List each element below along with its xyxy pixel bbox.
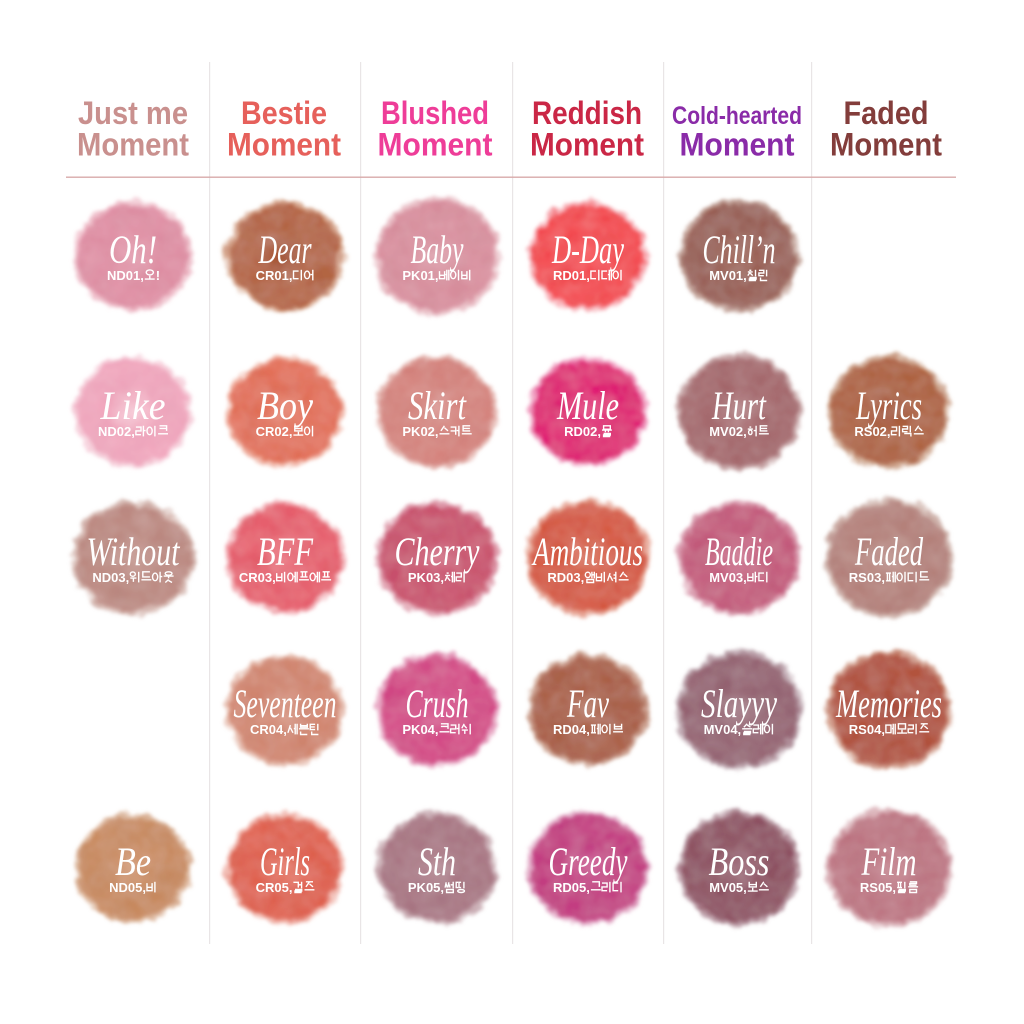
- svg-text:Lyrics: Lyrics: [855, 383, 922, 428]
- svg-text:Memories: Memories: [835, 681, 942, 726]
- svg-text:RS03,: RS03,: [849, 570, 885, 585]
- svg-text:Hurt: Hurt: [711, 383, 766, 428]
- svg-text:Baby: Baby: [411, 227, 464, 272]
- svg-text:RD01,: RD01,: [553, 268, 590, 283]
- svg-text:MV01,: MV01,: [709, 268, 747, 283]
- svg-text:RD05,: RD05,: [553, 880, 590, 895]
- svg-text:Just me: Just me: [78, 95, 188, 131]
- svg-text:Film: Film: [861, 839, 917, 884]
- svg-text:BFF: BFF: [257, 529, 313, 574]
- svg-text:Boss: Boss: [709, 839, 770, 884]
- svg-text:Be: Be: [115, 839, 151, 884]
- svg-text:ND03,: ND03,: [92, 570, 129, 585]
- svg-text:Reddish: Reddish: [532, 95, 642, 131]
- svg-text:Bestie: Bestie: [241, 95, 327, 131]
- svg-text:Sth: Sth: [418, 839, 456, 884]
- svg-text:D-Day: D-Day: [551, 227, 624, 272]
- svg-text:PK02,: PK02,: [402, 424, 438, 439]
- svg-text:Crush: Crush: [406, 681, 469, 726]
- svg-text:Chill’n: Chill’n: [703, 227, 776, 272]
- svg-text:Mule: Mule: [556, 383, 619, 428]
- svg-text:RS02,: RS02,: [854, 424, 890, 439]
- svg-text:MV04,: MV04,: [704, 722, 742, 737]
- svg-text:Moment: Moment: [680, 127, 795, 163]
- svg-text:PK01,: PK01,: [402, 268, 438, 283]
- svg-text:PK05,: PK05,: [408, 880, 444, 895]
- svg-text:MV05,: MV05,: [709, 880, 747, 895]
- svg-text:Without: Without: [87, 529, 181, 574]
- svg-text:Baddie: Baddie: [705, 529, 773, 574]
- svg-text:Ambitious: Ambitious: [531, 529, 643, 574]
- svg-text:Blushed: Blushed: [381, 95, 489, 131]
- svg-text:Moment: Moment: [227, 127, 341, 163]
- svg-text:RS05,: RS05,: [860, 880, 896, 895]
- svg-text:CR03,: CR03,: [239, 570, 276, 585]
- svg-text:CR02,: CR02,: [256, 424, 293, 439]
- svg-text:Moment: Moment: [77, 127, 189, 163]
- svg-text:!: !: [156, 268, 160, 283]
- svg-text:RD03,: RD03,: [547, 570, 584, 585]
- svg-text:Moment: Moment: [530, 127, 644, 163]
- svg-text:MV03,: MV03,: [709, 570, 747, 585]
- svg-text:Skirt: Skirt: [408, 383, 467, 428]
- svg-text:Oh!: Oh!: [109, 227, 157, 272]
- svg-text:PK03,: PK03,: [408, 570, 444, 585]
- svg-text:Greedy: Greedy: [549, 839, 628, 884]
- svg-text:Dear: Dear: [258, 227, 312, 272]
- svg-text:ND01,: ND01,: [107, 268, 144, 283]
- svg-text:RS04,: RS04,: [849, 722, 885, 737]
- svg-text:CR05,: CR05,: [256, 880, 293, 895]
- svg-text:Moment: Moment: [830, 127, 942, 163]
- svg-text:Faded: Faded: [844, 95, 929, 131]
- svg-text:PK04,: PK04,: [402, 722, 438, 737]
- svg-text:Fav: Fav: [566, 681, 609, 726]
- svg-text:MV02,: MV02,: [709, 424, 747, 439]
- svg-text:CR01,: CR01,: [256, 268, 293, 283]
- svg-text:ND02,: ND02,: [98, 424, 135, 439]
- svg-text:Seventeen: Seventeen: [234, 681, 337, 726]
- svg-text:RD02,: RD02,: [564, 424, 601, 439]
- svg-text:Moment: Moment: [378, 127, 493, 163]
- svg-text:Like: Like: [100, 383, 166, 428]
- svg-text:Girls: Girls: [260, 839, 310, 884]
- svg-text:CR04,: CR04,: [250, 722, 287, 737]
- svg-text:RD04,: RD04,: [553, 722, 590, 737]
- svg-text:Cold-hearted: Cold-hearted: [672, 102, 802, 130]
- svg-text:ND05,: ND05,: [109, 880, 146, 895]
- svg-text:Cherry: Cherry: [395, 529, 480, 574]
- svg-text:Slayyy: Slayyy: [701, 681, 777, 726]
- svg-text:Boy: Boy: [257, 383, 313, 428]
- svg-text:Faded: Faded: [854, 529, 923, 574]
